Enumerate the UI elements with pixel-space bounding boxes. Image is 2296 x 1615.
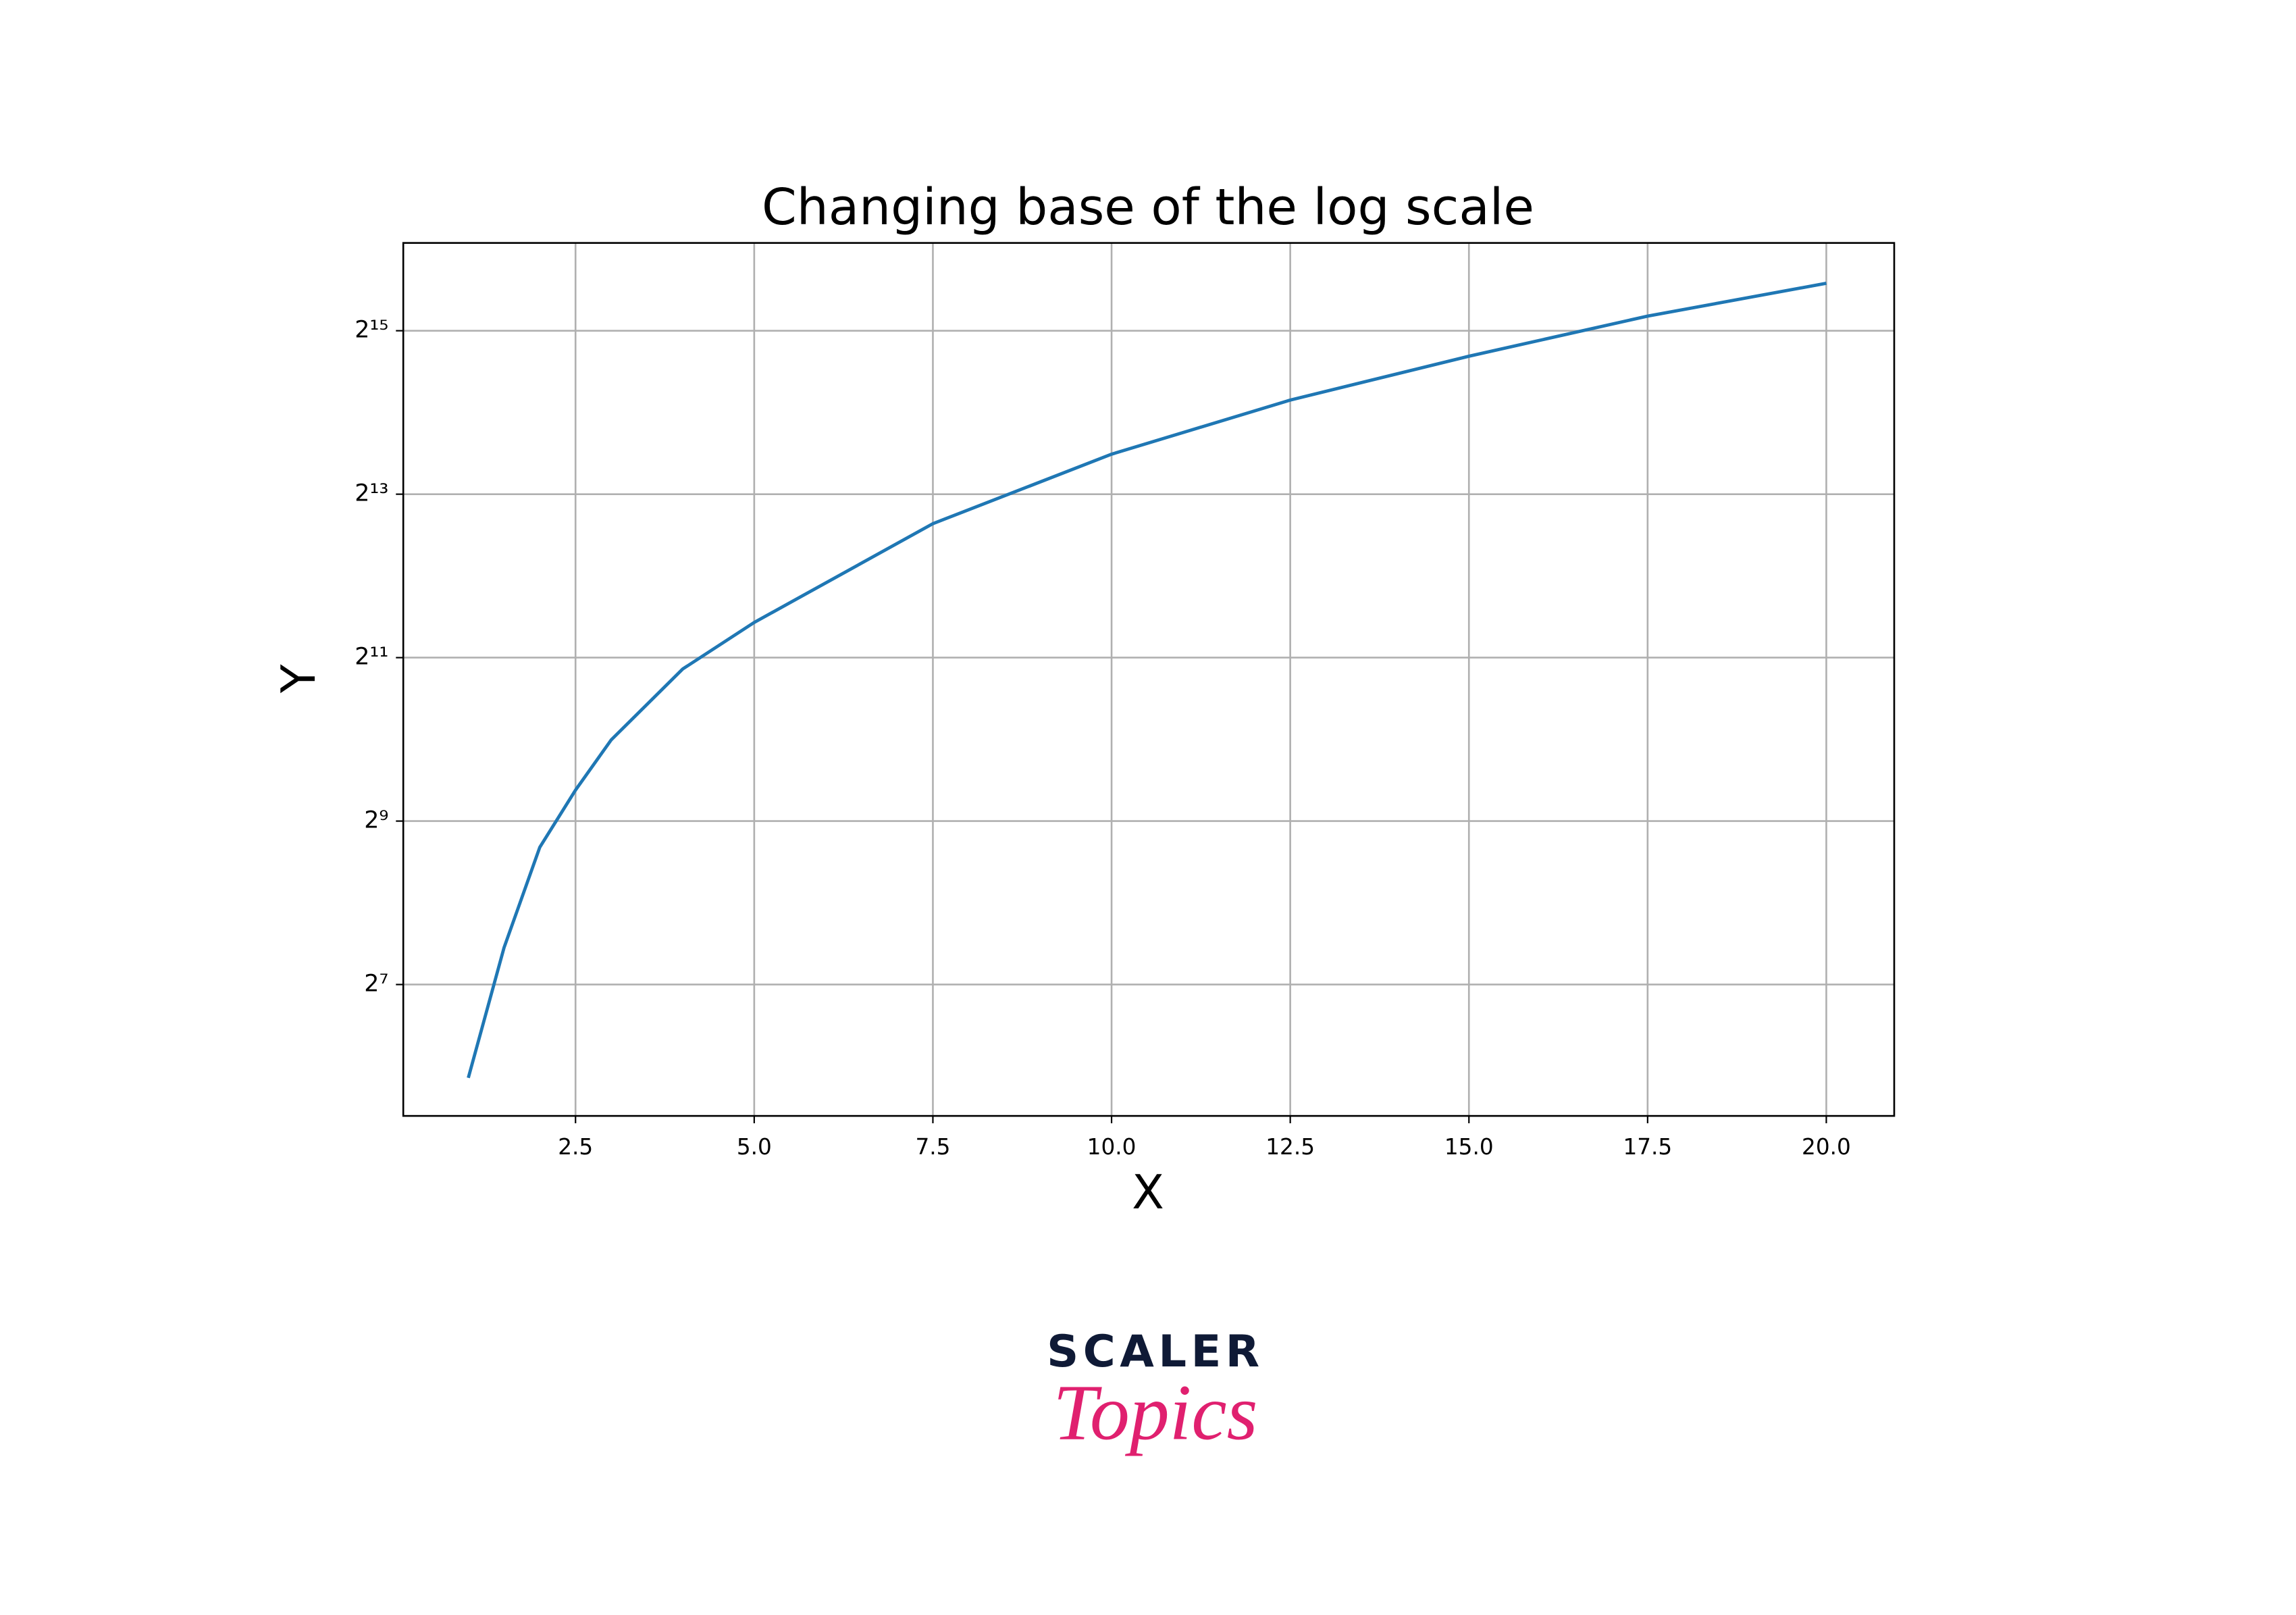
x-axis-label: X — [1132, 1165, 1164, 1220]
x-tick-label: 7.5 — [915, 1134, 950, 1160]
x-tick-label: 15.0 — [1444, 1134, 1494, 1160]
x-tick-label: 2.5 — [558, 1134, 593, 1160]
x-tick-label: 20.0 — [1802, 1134, 1851, 1160]
x-tick-label: 12.5 — [1266, 1134, 1315, 1160]
x-tick-label: 17.5 — [1623, 1134, 1672, 1160]
chart-title: Changing base of the log scale — [762, 178, 1534, 236]
plot-frame — [402, 242, 1896, 1117]
logo-text: SCALER — [1047, 1326, 1264, 1377]
x-tick-label: 10.0 — [1087, 1134, 1137, 1160]
y-tick-label: 2¹⁵ — [355, 317, 388, 344]
y-tick-label: 2⁹ — [364, 807, 388, 834]
y-tick-label: 2¹³ — [355, 480, 388, 507]
y-tick-label: 2¹¹ — [355, 644, 388, 671]
y-tick-label: 2⁷ — [364, 971, 388, 998]
x-tick-label: 5.0 — [737, 1134, 772, 1160]
y-axis-label: Y — [271, 664, 326, 694]
logo-text: Topics — [1053, 1368, 1257, 1456]
data-line — [467, 282, 1827, 1079]
